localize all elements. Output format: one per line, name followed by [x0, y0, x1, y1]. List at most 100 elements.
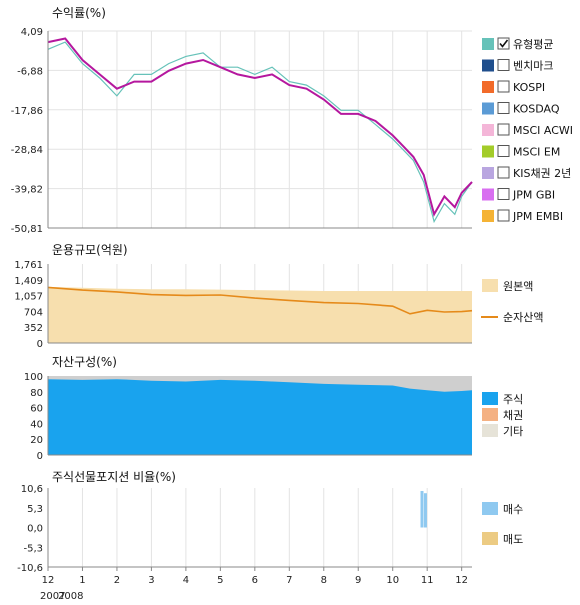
category-average-line — [47, 41, 473, 224]
futures-buy-bar — [420, 490, 424, 528]
legend-swatch-buy — [482, 502, 498, 515]
year-label-2007: 2007 — [40, 591, 65, 602]
legend-swatch — [482, 145, 494, 158]
legend-label: JPM GBI — [512, 189, 555, 202]
month-label: 8 — [321, 575, 327, 586]
legend-label: KOSPI — [513, 81, 545, 94]
legend-swatch-sell — [482, 532, 498, 545]
legend-item[interactable]: JPM EMBI — [482, 209, 563, 223]
legend-label: MSCI EM — [513, 146, 560, 159]
month-label: 3 — [148, 575, 154, 586]
asset-y-tick: 60 — [30, 404, 43, 415]
return-y-tick: -17,86 — [11, 106, 43, 117]
legend-item[interactable]: 유형평균 — [482, 37, 553, 51]
month-label: 7 — [286, 575, 292, 586]
legend-checkbox[interactable] — [497, 166, 510, 179]
fund-size-chart: 운용규모(억원) 1,761 1,409 1,057 704 352 0 — [14, 243, 473, 350]
month-label: 6 — [252, 575, 258, 586]
month-label: 2 — [114, 575, 120, 586]
month-label: 12 — [42, 575, 55, 586]
legend-swatch — [482, 167, 494, 179]
asset-y-tick: 100 — [24, 372, 43, 383]
return-chart-title: 수익률(%) — [52, 6, 106, 20]
fund-size-y-tick: 1,409 — [14, 276, 43, 287]
fund-size-y-tick: 352 — [24, 323, 43, 334]
legend-item[interactable]: MSCI EM — [482, 145, 560, 159]
futures-buy-bar — [423, 493, 427, 528]
asset-allocation-legend: 주식 채권 기타 — [482, 392, 523, 438]
legend-label-nav: 순자산액 — [503, 311, 543, 324]
legend-label: JPM EMBI — [512, 210, 563, 223]
futures-y-tick: 10,6 — [21, 484, 43, 495]
legend-item[interactable]: KOSDAQ — [482, 102, 560, 116]
futures-y-tick: -10,6 — [17, 563, 43, 574]
return-y-tick: -6,88 — [17, 66, 43, 77]
legend-swatch-bond — [482, 408, 498, 421]
month-label: 10 — [386, 575, 399, 586]
net-asset-line — [47, 286, 473, 315]
legend-swatch-stock — [482, 392, 498, 405]
legend-label: KIS채권 2년 — [513, 167, 571, 180]
legend-swatch-principal — [482, 279, 498, 292]
legend-item[interactable]: JPM GBI — [482, 188, 555, 202]
return-y-tick: -50,81 — [11, 224, 43, 235]
legend-swatch — [482, 188, 494, 201]
month-label: 9 — [355, 575, 361, 586]
legend-label-sell: 매도 — [503, 533, 523, 546]
legend-item[interactable]: MSCI ACWI — [482, 123, 573, 137]
return-y-tick: 4,09 — [21, 27, 43, 38]
legend-checkbox[interactable] — [497, 123, 510, 136]
return-chart: 수익률(%) 4,09 -6,88 -17,86 -28,84 -39,82 -50,81 — [11, 6, 473, 235]
legend-swatch — [482, 102, 494, 115]
checkmark-icon — [499, 39, 509, 48]
futures-y-tick: -5,3 — [23, 543, 43, 554]
month-label: 12 — [455, 575, 468, 586]
futures-chart-title: 주식선물포지션 비율(%) — [52, 470, 176, 484]
futures-position-chart: 주식선물포지션 비율(%) 10,6 5,3 0,0 -5,3 -10,6 — [17, 470, 472, 574]
futures-y-tick: 0,0 — [27, 524, 43, 535]
asset-y-tick: 40 — [30, 419, 43, 430]
principal-area — [48, 286, 472, 343]
legend-label: 유형평균 — [513, 38, 553, 51]
legend-checkbox[interactable] — [497, 59, 510, 71]
legend-checkbox[interactable] — [497, 80, 510, 93]
asset-y-tick: 20 — [30, 435, 43, 446]
month-axis: 12 1 2 3 4 5 6 7 8 9 10 11 12 — [42, 567, 468, 586]
legend-swatch-other — [482, 424, 498, 437]
fund-size-chart-title: 운용규모(억원) — [52, 243, 128, 257]
fund-size-legend: 원본액 순자산액 — [481, 279, 543, 324]
legend-label: MSCI ACWI — [513, 124, 573, 137]
legend-label: KOSDAQ — [513, 103, 560, 116]
legend-item[interactable]: KOSPI — [482, 80, 545, 94]
futures-legend: 매수 매도 — [482, 502, 523, 546]
legend-checkbox[interactable] — [497, 209, 510, 222]
legend-label-buy: 매수 — [503, 503, 523, 516]
month-label: 5 — [217, 575, 223, 586]
legend-checkbox[interactable] — [497, 145, 510, 157]
year-label-2008: 2008 — [58, 591, 83, 602]
asset-allocation-chart: 자산구성(%) 100 80 60 40 20 0 — [24, 355, 472, 462]
stock-area — [48, 379, 472, 455]
legend-item[interactable]: KIS채권 2년 — [482, 166, 571, 180]
fund-size-y-tick: 0 — [37, 339, 43, 350]
legend-label-bond: 채권 — [503, 409, 523, 422]
fund-size-y-tick: 1,057 — [14, 292, 43, 303]
futures-y-tick: 5,3 — [27, 504, 43, 515]
legend-checkbox[interactable] — [497, 102, 510, 114]
legend-label-principal: 원본액 — [503, 280, 533, 293]
legend-checkbox[interactable] — [497, 37, 510, 50]
fund-return-line — [47, 37, 473, 217]
legend-label-stock: 주식 — [503, 393, 523, 406]
legend-swatch — [482, 210, 494, 222]
asset-allocation-chart-title: 자산구성(%) — [52, 355, 117, 369]
legend-item[interactable]: 벤치마크 — [482, 59, 553, 73]
legend-swatch — [482, 81, 494, 93]
asset-y-tick: 0 — [37, 451, 43, 462]
fund-size-y-tick: 704 — [24, 307, 43, 318]
month-label: 4 — [183, 575, 189, 586]
legend-label-other: 기타 — [503, 425, 523, 438]
legend-checkbox[interactable] — [497, 188, 510, 200]
return-y-tick: -28,84 — [11, 145, 43, 156]
